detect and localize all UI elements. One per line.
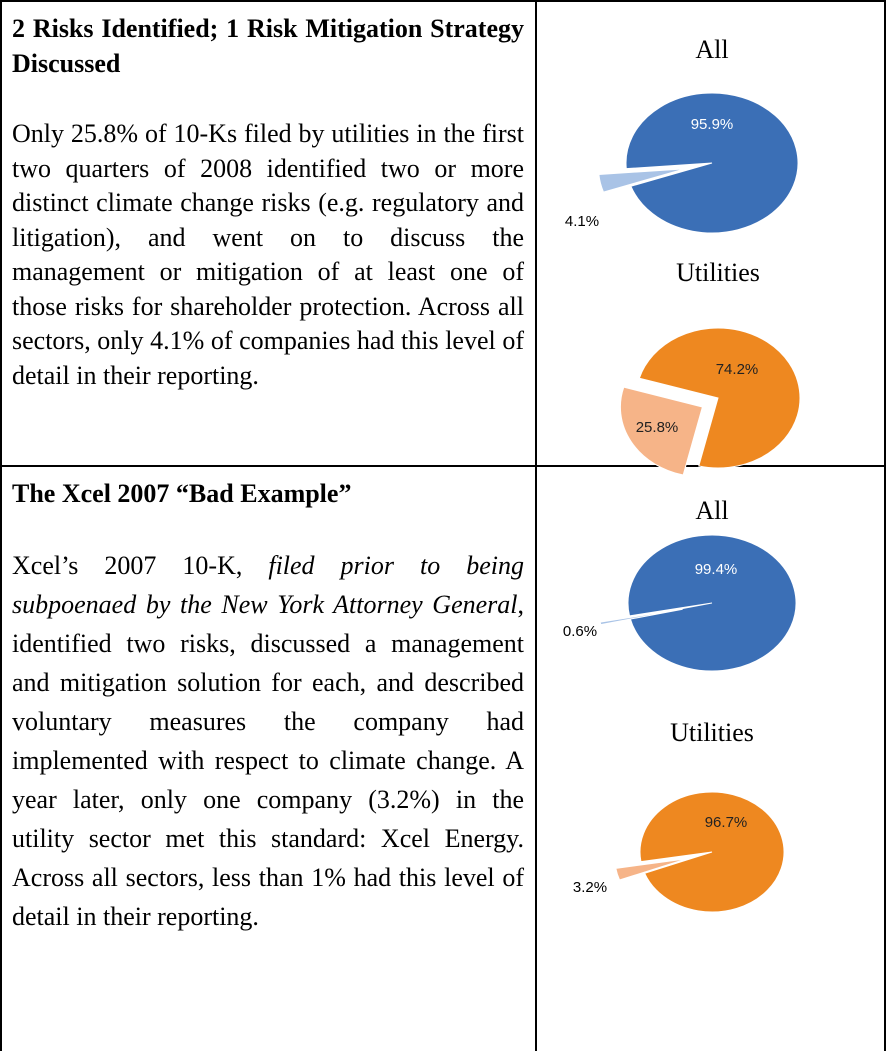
data-label: 95.9% [691,116,734,133]
border [0,0,886,2]
border [0,0,2,1051]
paragraph: Only 25.8% of 10-Ks filed by utilities i… [12,119,524,390]
data-label: 99.4% [695,561,738,578]
pie-slice [599,608,683,626]
data-label: 0.6% [563,623,597,640]
pie-slice [625,92,799,234]
chart-title: All [695,496,728,525]
data-label: 4.1% [565,213,599,230]
pie-slice [619,386,704,476]
border [884,0,886,1051]
heading: 2 Risks Identified; 1 Risk Mitigation St… [12,14,524,78]
data-label: 25.8% [636,419,679,436]
cell: 2 Risks Identified; 1 Risk Mitigation St… [12,12,524,393]
pie-slice [638,327,801,469]
pie-slice [627,534,797,672]
chart-title: Utilities [670,718,754,747]
data-label: 3.2% [573,879,607,896]
italic-text: filed prior to being subpoenaed by the N… [12,551,524,619]
heading: The Xcel 2007 “Bad Example” [12,479,352,508]
data-label: 96.7% [705,814,748,831]
pie-slice [615,858,688,881]
text: , identified two risks, discussed a mana… [12,590,524,931]
cell: The Xcel 2007 “Bad Example” Xcel’s 2007 … [12,476,524,936]
chart-title: Utilities [676,258,760,287]
pie-slice [639,791,785,913]
data-label: 74.2% [716,361,759,378]
chart-title: All [695,35,728,64]
border [0,465,886,467]
border [535,0,537,1051]
paragraph: Xcel’s 2007 10-K, filed prior to being s… [12,546,524,936]
text: Xcel’s 2007 10-K, [12,551,269,580]
pie-slice [598,168,685,193]
